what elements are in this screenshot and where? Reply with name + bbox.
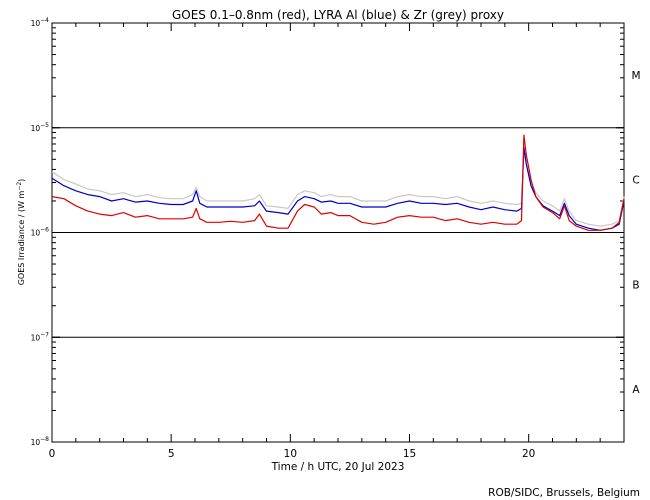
y-axis-label: GOES Irradiance / (W m−2) <box>16 179 26 286</box>
y-axis-label-base: GOES Irradiance / (W m <box>17 190 26 285</box>
flare-class-label: C <box>632 175 639 187</box>
flare-class-lines <box>52 127 624 338</box>
flare-class-label: A <box>632 384 640 396</box>
credit-text: ROB/SIDC, Brussels, Belgium <box>488 487 640 499</box>
x-tick-label: 5 <box>168 448 175 460</box>
series-line <box>51 146 625 231</box>
y-tick-label: 10−5 <box>31 122 50 133</box>
chart-title: GOES 0.1–0.8nm (red), LYRA Al (blue) & Z… <box>172 8 504 22</box>
series-group <box>51 134 625 231</box>
flare-class-label: B <box>632 279 639 291</box>
x-axis: 0 5 10 15 20 <box>49 23 625 460</box>
y-axis-label-end: ) <box>17 179 26 182</box>
y-axis: 10−8 10−7 10−6 10−5 10−4 <box>31 17 624 447</box>
y-tick-label: 10−8 <box>31 436 50 447</box>
y-axis-label-sup: −2 <box>16 182 23 191</box>
x-tick-label: 0 <box>49 448 56 460</box>
x-tick-label: 15 <box>403 448 416 460</box>
x-tick-label: 10 <box>284 448 297 460</box>
flare-class-label: M <box>631 70 640 82</box>
y-tick-label: 10−6 <box>31 227 50 238</box>
y-tick-label: 10−4 <box>31 17 50 28</box>
x-axis-label: Time / h UTC, 20 Jul 2023 <box>271 461 405 473</box>
series-line <box>51 134 625 231</box>
x-tick-label: 20 <box>522 448 535 460</box>
flare-class-labels: A B C M <box>631 70 640 396</box>
series-line <box>51 150 625 227</box>
y-tick-label: 10−7 <box>31 331 50 342</box>
